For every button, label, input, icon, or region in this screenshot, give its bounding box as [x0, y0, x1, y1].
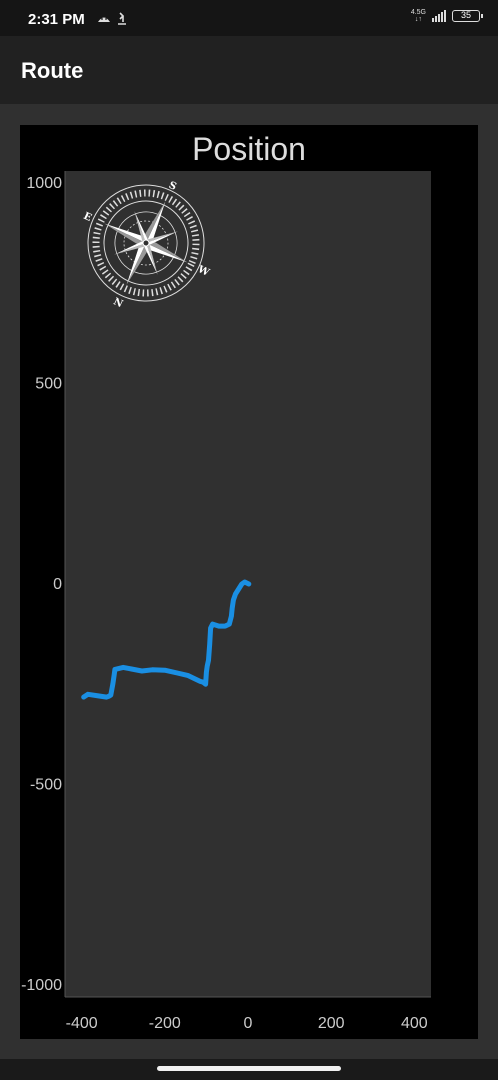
- page-title: Route: [21, 58, 84, 83]
- route-line: [81, 579, 252, 700]
- route-series: [81, 579, 252, 700]
- position-chart: Position 1000 500 0 -500 -1000 -400 -200 0 200 4…: [21, 131, 431, 1032]
- y-tick-label: 500: [35, 376, 62, 393]
- y-tick-label: 0: [53, 576, 62, 593]
- notification-icons: [96, 10, 130, 29]
- home-gesture-handle[interactable]: [157, 1066, 341, 1071]
- battery-level: 35: [460, 10, 471, 20]
- android-notification-icon: [98, 12, 126, 25]
- network-type: 4.5G ↓↑: [410, 9, 426, 23]
- app-bar: Route: [0, 36, 498, 104]
- navigation-bar: [0, 1059, 498, 1080]
- compass-rose-icon: S W N E: [82, 180, 212, 310]
- y-tick-label: -1000: [21, 977, 62, 994]
- x-tick-label: 0: [244, 1015, 253, 1032]
- x-tick-label: -200: [149, 1015, 181, 1032]
- chart-title: Position: [192, 131, 306, 167]
- status-time: 2:31 PM: [28, 11, 85, 28]
- compass-label-s: S: [167, 180, 178, 193]
- position-plot: Position 1000 500 0 -500 -1000 -400 -200 0 200 4…: [20, 125, 478, 1039]
- x-tick-labels: -400 -200 0 200 400: [66, 1015, 428, 1032]
- compass-label-e: E: [82, 211, 94, 224]
- status-bar: 2:31 PM 4.5G ↓↑ 35: [0, 0, 498, 36]
- y-tick-label: 1000: [26, 175, 62, 192]
- x-tick-label: 400: [401, 1015, 428, 1032]
- compass-label-w: W: [195, 264, 211, 279]
- status-right-icons: 4.5G ↓↑ 35: [410, 9, 483, 23]
- compass-label-n: N: [111, 296, 124, 310]
- x-tick-label: -400: [66, 1015, 98, 1032]
- y-tick-labels: 1000 500 0 -500 -1000: [21, 175, 62, 994]
- x-tick-label: 200: [318, 1015, 345, 1032]
- signal-icon: [432, 10, 446, 22]
- y-tick-label: -500: [30, 776, 62, 793]
- battery-icon: 35: [452, 10, 483, 22]
